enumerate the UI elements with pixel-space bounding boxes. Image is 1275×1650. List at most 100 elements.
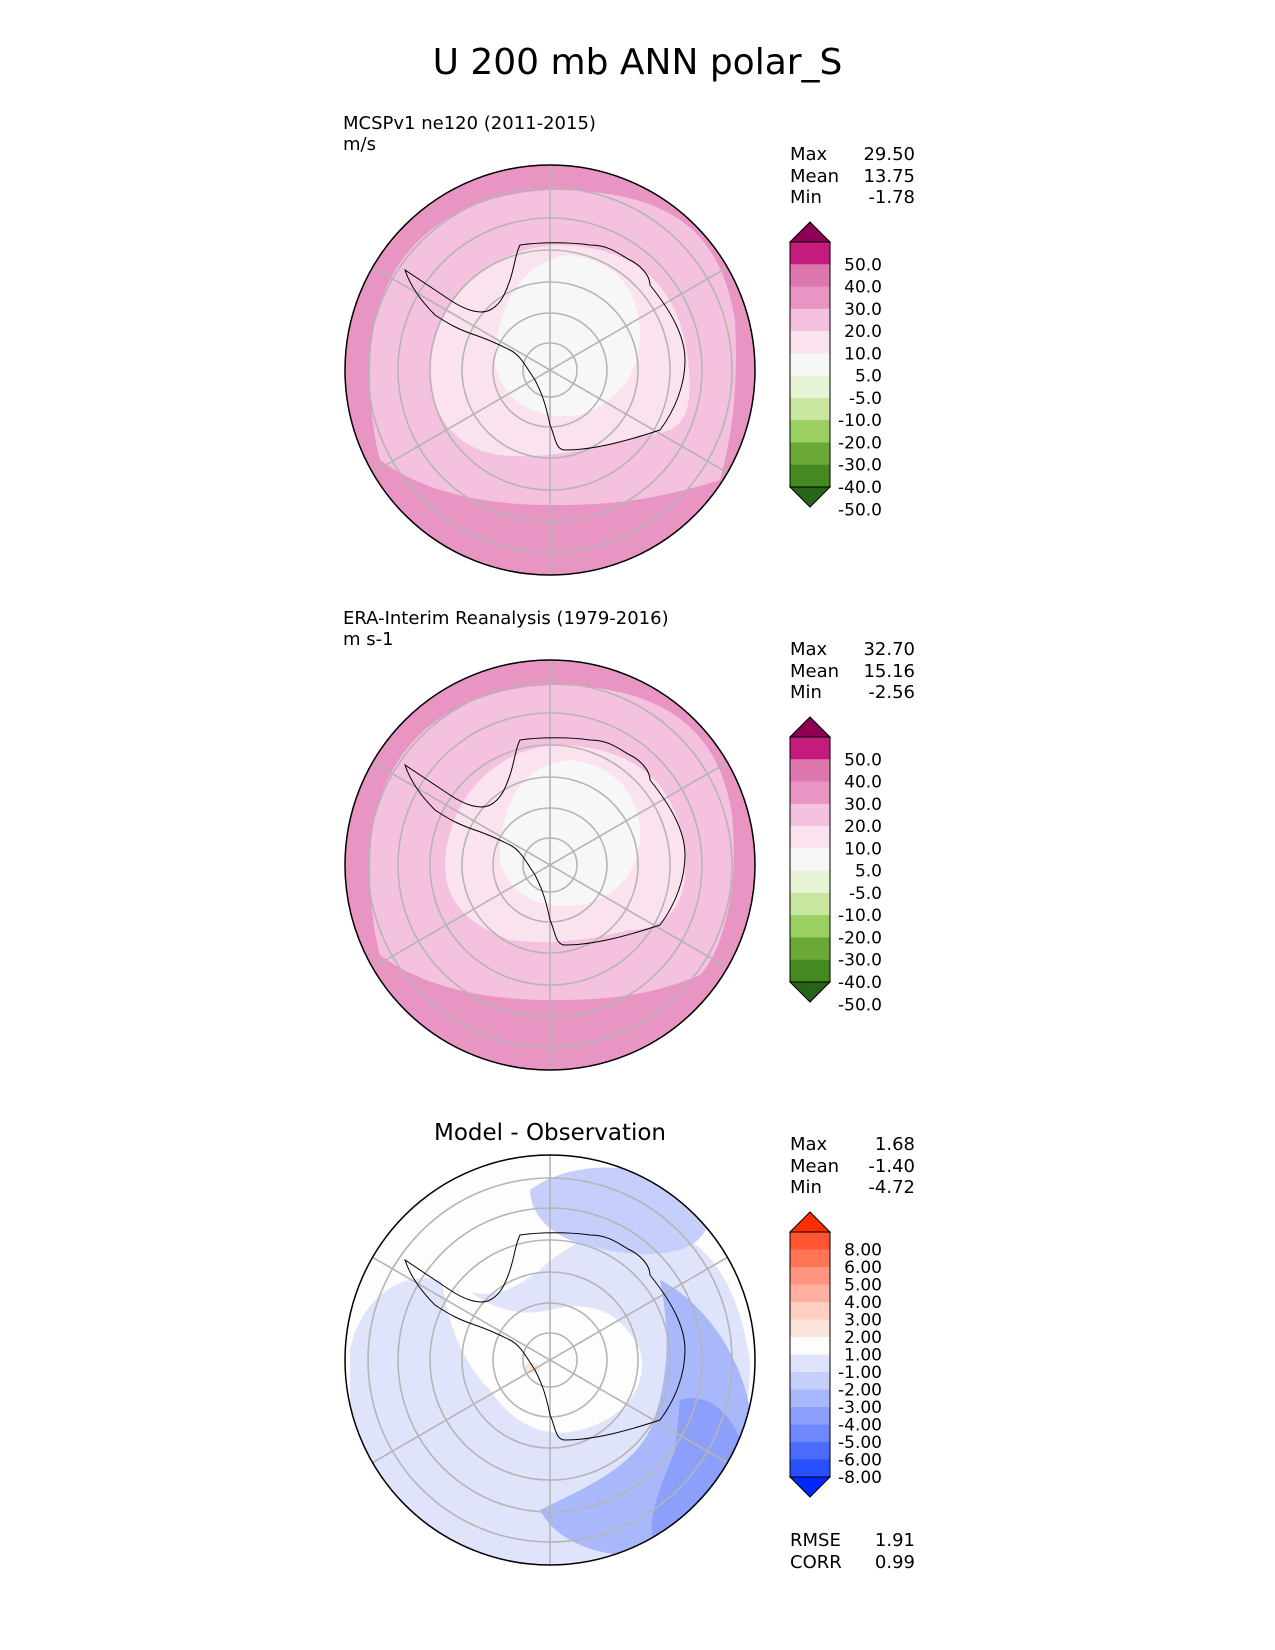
colorbar-extend-max [788, 221, 832, 243]
colorbar-tick-label: 50.0 [844, 750, 882, 770]
colorbar-tick-label: 2.00 [844, 1328, 882, 1348]
stat-value: 15.16 [863, 660, 915, 682]
colorbar-segment [790, 1249, 830, 1268]
colorbar-segment [790, 803, 830, 827]
panel-1-map [344, 164, 756, 576]
colorbar-tick-label: -2.00 [838, 1381, 882, 1401]
colorbar-tick-label: 5.0 [855, 367, 882, 387]
colorbar-segment [790, 1284, 830, 1303]
stat-label: Mean [790, 1155, 840, 1177]
colorbar-segment [790, 420, 830, 443]
colorbar-tick-label: -20.0 [838, 433, 882, 453]
colorbar-segment [790, 870, 830, 894]
stat-value: -1.78 [868, 187, 915, 208]
stat-value: -2.56 [868, 682, 915, 703]
colorbar-frame [789, 736, 831, 983]
colorbar-tick-label: 20.0 [844, 322, 882, 342]
panel-3-map [344, 1154, 756, 1566]
colorbar-tick-label: -20.0 [838, 928, 882, 948]
colorbar-segment [790, 1442, 830, 1460]
colorbar-tick-label: -10.0 [838, 906, 882, 926]
panel-3-metrics: RMSE 1.91 CORR 0.99 [790, 1530, 915, 1573]
panel-2-colorbar: 50.0 40.030.020.010.0 5.0-5.0-10.0-20.0 -30… [788, 716, 882, 1015]
colorbar-tick-label: -10.0 [838, 411, 882, 431]
figure-title: U 200 mb ANN polar_S [432, 42, 843, 83]
panel-2-title: ERA-Interim Reanalysis (1979-2016) m s-1 [343, 608, 669, 650]
colorbar-segment [790, 1302, 830, 1320]
colorbar-segment [790, 464, 830, 488]
colorbar-tick-label: 20.0 [844, 817, 882, 837]
stat-value: -1.40 [868, 1155, 915, 1177]
colorbar-segment [790, 1389, 830, 1408]
colorbar-segment [790, 892, 830, 916]
stat-label: Mean [790, 165, 840, 187]
colorbar-tick-label: -8.00 [838, 1468, 882, 1488]
colorbar-segment [790, 1459, 830, 1478]
stat-mean-row: Mean 13.75 [790, 166, 915, 188]
colorbar-tick-label: 5.0 [855, 862, 882, 882]
colorbar-segment [790, 331, 830, 354]
stat-min-row: Min -2.56 [790, 682, 915, 704]
panel-3-colorbar: 8.006.005.004.003.002.001.00-1.00-2.00-3… [788, 1211, 882, 1498]
colorbar-tick-label: -30.0 [838, 951, 882, 971]
colorbar-segment [790, 1232, 830, 1250]
colorbar-tick-label: -4.00 [838, 1416, 882, 1436]
band-minus1-1-interior [440, 1250, 642, 1433]
colorbar-segment [790, 1354, 830, 1373]
colorbar-tick-label: -6.00 [838, 1451, 882, 1471]
stat-value: -4.72 [868, 1177, 915, 1198]
antarctica-coastline [404, 737, 686, 946]
colorbar-tick-label: 3.00 [844, 1311, 882, 1331]
colorbar-segment [790, 1267, 830, 1285]
stat-value: 32.70 [863, 639, 915, 660]
metric-label: RMSE [790, 1530, 841, 1551]
stat-label: Max [790, 144, 828, 165]
colorbar-tick-label: 50.0 [844, 255, 882, 275]
colorbar-tick-label: 5.00 [844, 1276, 882, 1296]
colorbar-segment [790, 1424, 830, 1443]
colorbar-segment [790, 375, 830, 399]
stat-label: Max [790, 639, 828, 660]
colorbar-extend-min [788, 1476, 832, 1498]
panel-1-title: MCSPv1 ne120 (2011-2015) m/s [343, 113, 596, 155]
stat-label: Max [790, 1134, 828, 1155]
band-minus5-5 [495, 255, 640, 416]
colorbar-tick-label: 4.00 [844, 1293, 882, 1313]
colorbar-segment [790, 737, 830, 760]
stat-min-row: Min -4.72 [790, 1177, 915, 1199]
colorbar-tick-label: -50.0 [838, 500, 882, 520]
colorbar-segment [790, 286, 830, 310]
colorbar-segment [790, 915, 830, 938]
antarctica-coastline [404, 1232, 686, 1441]
graticule [367, 1155, 733, 1565]
panel-1-units: m/s [343, 134, 376, 155]
colorbar-segment [790, 1337, 830, 1355]
colorbar-tick-label: 8.00 [844, 1241, 882, 1261]
colorbar-segment [790, 242, 830, 265]
colorbar-tick-label: 10.0 [844, 344, 882, 364]
colorbar-segment [790, 264, 830, 288]
colorbar-segment [790, 1319, 830, 1338]
band-1-2-small [524, 1363, 540, 1373]
colorbar-tick-label: 40.0 [844, 773, 882, 793]
panel-2-stats: Max 32.70 Mean 15.16 Min -2.56 [790, 639, 915, 704]
colorbar-segment [790, 959, 830, 983]
colorbar-segment [790, 1407, 830, 1425]
colorbar-extend-min [788, 981, 832, 1003]
metric-corr-row: CORR 0.99 [790, 1552, 915, 1574]
colorbar-extend-max [788, 716, 832, 738]
panel-2-title-line1: ERA-Interim Reanalysis (1979-2016) [343, 608, 669, 629]
metric-label: CORR [790, 1551, 842, 1573]
colorbar-tick-label: -5.00 [838, 1433, 882, 1453]
panel-1-title-line1: MCSPv1 ne120 (2011-2015) [343, 113, 596, 134]
colorbar-segment [790, 937, 830, 961]
stat-label: Min [790, 1177, 822, 1198]
colorbar-tick-label: 10.0 [844, 839, 882, 859]
graticule [367, 660, 733, 1070]
colorbar-tick-label: -1.00 [838, 1363, 882, 1383]
map-boundary [344, 659, 756, 1071]
colorbar-frame [789, 241, 831, 488]
panel-3-stats: Max 1.68 Mean -1.40 Min -4.72 [790, 1134, 915, 1199]
map-boundary [344, 1154, 756, 1566]
graticule [367, 165, 733, 575]
